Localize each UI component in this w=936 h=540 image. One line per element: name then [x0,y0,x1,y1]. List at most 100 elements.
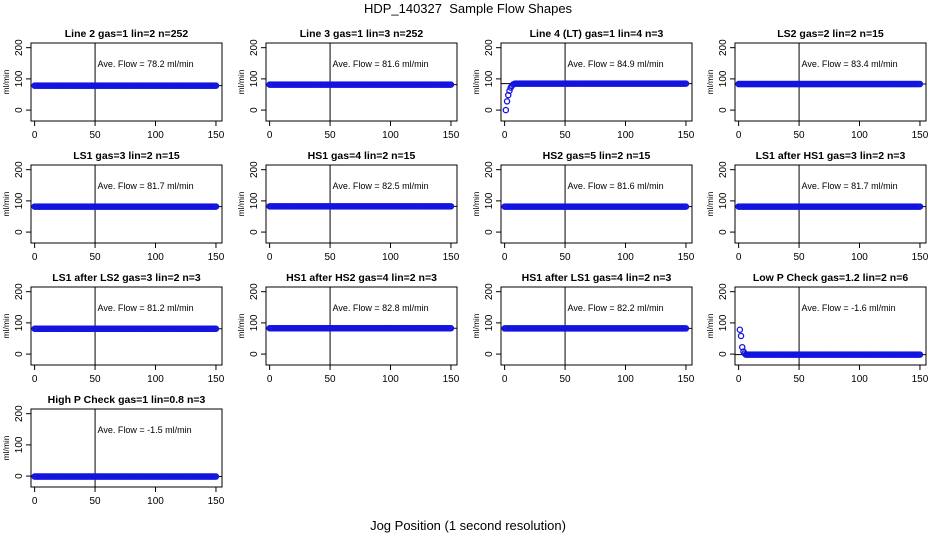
y-tick-label: 200 [484,161,495,178]
shared-x-axis-label: Jog Position (1 second resolution) [370,518,566,533]
data-point [212,325,220,332]
x-tick-label: 100 [617,252,634,263]
x-tick-label: 100 [147,130,164,141]
data-point [682,80,690,87]
y-tick-label: 100 [249,70,260,87]
panel-title: LS1 after LS2 gas=3 lin=2 n=3 [52,272,201,284]
data-point [212,82,220,89]
x-tick-label: 150 [912,374,929,385]
y-axis-label: ml/min [236,191,246,216]
y-axis-label: ml/min [705,69,715,94]
x-tick-label: 0 [267,130,273,141]
data-point [916,203,924,210]
x-tick-label: 50 [794,252,806,263]
x-tick-label: 50 [794,374,806,385]
x-tick-label: 150 [443,374,460,385]
y-tick-label: 0 [249,107,260,113]
x-tick-label: 50 [560,374,572,385]
x-tick-label: 50 [90,496,102,507]
data-point [737,332,745,340]
data-point [916,351,924,358]
panel: HS1 after HS2 gas=4 lin=2 n=3 0 50 100 150 0 1… [236,272,460,385]
x-tick-label: 150 [678,130,695,141]
panel-title: HS1 gas=4 lin=2 n=15 [308,150,416,162]
y-tick-label: 100 [14,436,25,453]
y-tick-label: 0 [484,107,495,113]
average-flow-annotation: Ave. Flow = 81.2 ml/min [97,303,193,313]
data-point [212,473,220,480]
average-flow-annotation: Ave. Flow = 82.2 ml/min [567,303,663,313]
data-point [447,81,455,88]
average-flow-annotation: Ave. Flow = 81.6 ml/min [332,59,428,69]
panel: LS2 gas=2 lin=2 n=15 0 50 100 150 0 100 200 ml/m… [705,28,929,141]
y-axis-label: ml/min [471,69,481,94]
panel: Line 3 gas=1 lin=3 n=252 0 50 100 150 0 100 200… [236,28,460,141]
y-tick-label: 200 [14,161,25,178]
x-tick-label: 100 [382,252,399,263]
average-flow-annotation: Ave. Flow = 78.2 ml/min [97,59,193,69]
y-tick-label: 0 [718,229,729,235]
y-tick-label: 100 [14,314,25,331]
data-point [736,326,744,333]
x-tick-label: 100 [147,496,164,507]
y-tick-label: 200 [249,161,260,178]
y-tick-label: 100 [484,70,495,87]
x-tick-label: 100 [851,374,868,385]
y-tick-label: 100 [718,314,729,331]
x-tick-label: 0 [267,252,273,263]
y-tick-label: 0 [484,229,495,235]
y-axis-label: ml/min [705,313,715,338]
panel: LS1 after HS1 gas=3 lin=2 n=3 0 50 100 150 0 1… [705,150,929,263]
y-tick-label: 200 [484,39,495,56]
plot-frame [30,42,223,122]
y-tick-label: 200 [484,283,495,300]
x-tick-label: 50 [560,252,572,263]
y-axis-label: ml/min [471,191,481,216]
y-tick-label: 100 [14,70,25,87]
x-tick-label: 150 [678,252,695,263]
y-tick-label: 100 [249,314,260,331]
x-tick-label: 0 [736,130,742,141]
y-axis-label: ml/min [1,313,11,338]
y-tick-label: 0 [14,229,25,235]
x-tick-label: 0 [32,374,38,385]
average-flow-annotation: Ave. Flow = 81.6 ml/min [567,181,663,191]
x-tick-label: 50 [90,374,102,385]
panel-title: LS2 gas=2 lin=2 n=15 [777,28,884,40]
y-tick-label: 200 [249,39,260,56]
x-tick-label: 0 [32,130,38,141]
x-tick-label: 100 [617,130,634,141]
x-tick-label: 0 [267,374,273,385]
panel-title: HS1 after LS1 gas=4 lin=2 n=3 [522,272,672,284]
page-title: HDP_140327 Sample Flow Shapes [363,1,573,16]
x-tick-label: 100 [617,374,634,385]
panel: Low P Check gas=1.2 lin=2 n=6 0 50 100 150 0 1… [705,272,929,385]
y-tick-label: 0 [249,229,260,235]
x-tick-label: 100 [851,252,868,263]
panel-title: Line 2 gas=1 lin=2 n=252 [65,28,189,40]
y-tick-label: 200 [14,283,25,300]
x-tick-label: 50 [560,130,572,141]
panel: LS1 gas=3 lin=2 n=15 0 50 100 150 0 100 200 ml/m… [1,150,225,263]
data-point [502,106,510,114]
x-tick-label: 100 [851,130,868,141]
average-flow-annotation: Ave. Flow = 81.7 ml/min [97,181,193,191]
panel: High P Check gas=1 lin=0.8 n=3 0 50 100 150 0… [1,394,225,507]
panel: Line 4 (LT) gas=1 lin=4 n=3 0 50 100 150 0 100… [471,28,695,141]
y-tick-label: 0 [14,473,25,479]
y-axis-label: ml/min [705,191,715,216]
x-tick-label: 50 [90,252,102,263]
x-tick-label: 0 [502,252,508,263]
y-tick-label: 100 [14,192,25,209]
y-tick-label: 100 [718,70,729,87]
data-point [447,203,455,210]
y-tick-label: 200 [718,161,729,178]
x-tick-label: 150 [443,130,460,141]
x-tick-label: 100 [382,374,399,385]
average-flow-annotation: Ave. Flow = -1.6 ml/min [801,303,895,313]
y-tick-label: 0 [249,351,260,357]
data-point [682,325,690,332]
panel-title: HS2 gas=5 lin=2 n=15 [543,150,651,162]
y-tick-label: 0 [484,351,495,357]
panel: LS1 after LS2 gas=3 lin=2 n=3 0 50 100 150 0 1… [1,272,225,385]
